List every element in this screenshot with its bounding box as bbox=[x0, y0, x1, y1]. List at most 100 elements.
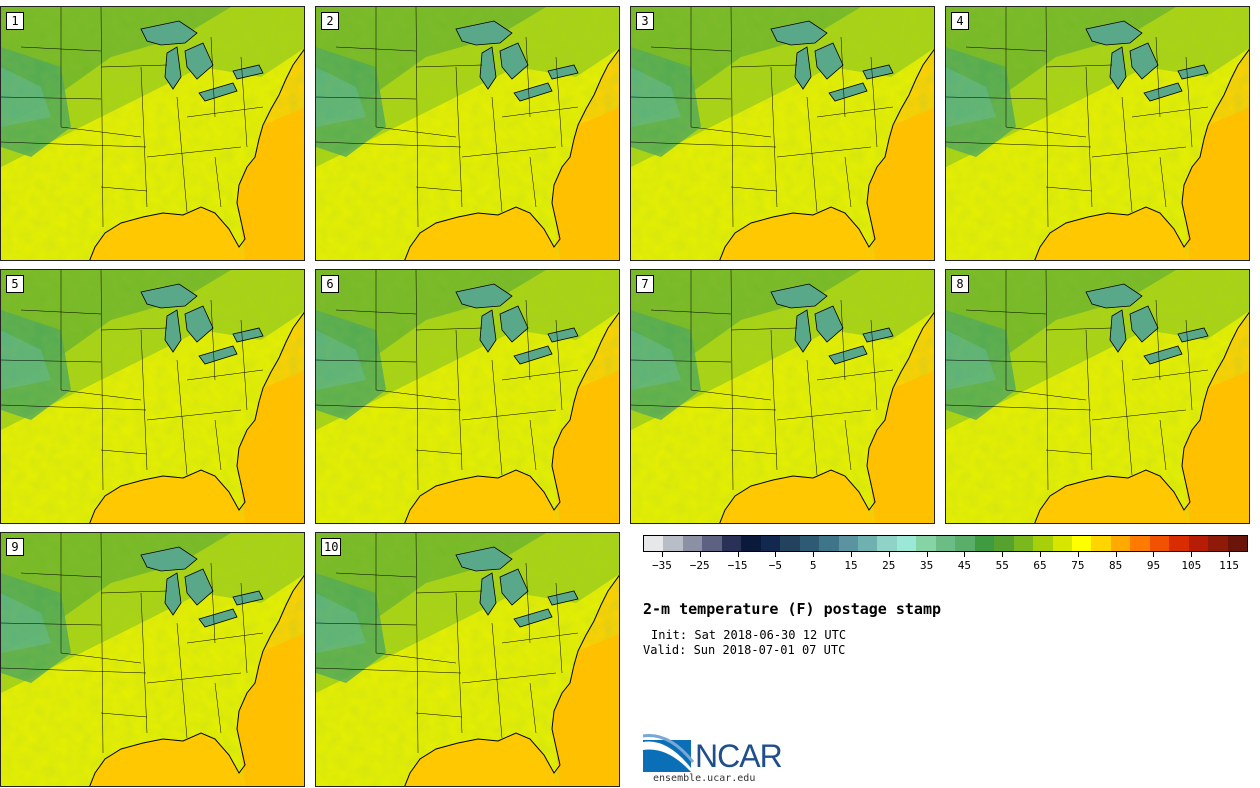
colorbar-swatch bbox=[994, 536, 1014, 551]
init-time: Init: Sat 2018-06-30 12 UTC bbox=[651, 628, 847, 642]
colorbar-swatch bbox=[682, 536, 703, 551]
temperature-map bbox=[631, 7, 934, 260]
map-panel-2: 2 bbox=[315, 6, 620, 261]
panel-number: 5 bbox=[6, 275, 24, 293]
colorbar-tick-label: 25 bbox=[882, 559, 896, 572]
colorbar-ticks: −35 −25 −15 −5 5 15 25 35 45 55 65 75 85 95 105 115 bbox=[643, 552, 1248, 572]
colorbar-swatch bbox=[916, 536, 936, 551]
colorbar-swatch bbox=[799, 536, 820, 551]
map-panel-3: 3 bbox=[630, 6, 935, 261]
colorbar-tick bbox=[1002, 552, 1004, 557]
temperature-map bbox=[1, 270, 304, 523]
colorbar-tick-label: 115 bbox=[1219, 559, 1240, 572]
logo-text: NCAR bbox=[695, 738, 783, 774]
temperature-map bbox=[316, 7, 619, 260]
colorbar-swatch bbox=[819, 536, 839, 551]
temperature-map bbox=[316, 533, 619, 786]
colorbar-swatch bbox=[1052, 536, 1072, 551]
colorbar-swatch bbox=[974, 536, 995, 551]
ncar-swoosh-icon bbox=[643, 734, 695, 772]
colorbar-tick bbox=[737, 552, 739, 557]
map-panel-7: 7 bbox=[630, 269, 935, 524]
colorbar-swatch bbox=[780, 536, 800, 551]
colorbar-swatch bbox=[877, 536, 897, 551]
colorbar-tick bbox=[850, 552, 852, 557]
chart-title: 2-m temperature (F) postage stamp bbox=[643, 600, 942, 618]
colorbar-swatch bbox=[1013, 536, 1034, 551]
colorbar-swatch bbox=[1188, 536, 1209, 551]
panel-number: 10 bbox=[321, 538, 342, 556]
colorbar-swatch bbox=[1208, 536, 1228, 551]
colorbar-tick bbox=[1191, 552, 1193, 557]
colorbar-swatch bbox=[1169, 536, 1189, 551]
colorbar-tick bbox=[1077, 552, 1079, 557]
ncar-logo: NCAR bbox=[643, 732, 793, 776]
colorbar-tick-label: 55 bbox=[995, 559, 1009, 572]
temperature-map bbox=[631, 270, 934, 523]
colorbar-swatch bbox=[896, 536, 917, 551]
colorbar-tick-label: 75 bbox=[1071, 559, 1085, 572]
panel-number: 8 bbox=[951, 275, 969, 293]
colorbar-tick bbox=[775, 552, 777, 557]
colorbar-swatch bbox=[1149, 536, 1170, 551]
colorbar-swatch bbox=[1110, 536, 1131, 551]
panel-number: 6 bbox=[321, 275, 339, 293]
colorbar-tick-label: 5 bbox=[809, 559, 817, 572]
colorbar-tick bbox=[1153, 552, 1155, 557]
colorbar-swatch bbox=[935, 536, 956, 551]
colorbar-swatch bbox=[1033, 536, 1053, 551]
colorbar-tick-label: −25 bbox=[689, 559, 710, 572]
colorbar-tick bbox=[699, 552, 701, 557]
temperature-map bbox=[946, 270, 1249, 523]
colorbar-tick-label: 95 bbox=[1146, 559, 1161, 572]
colorbar-swatch bbox=[1091, 536, 1111, 551]
colorbar-swatch bbox=[838, 536, 858, 551]
colorbar-tick-label: 85 bbox=[1109, 559, 1123, 572]
map-panel-4: 4 bbox=[945, 6, 1250, 261]
logo-url: ensemble.ucar.edu bbox=[653, 773, 756, 784]
panel-number: 4 bbox=[951, 12, 969, 30]
valid-time: Valid: Sun 2018-07-01 07 UTC bbox=[643, 643, 846, 657]
colorbar-tick-label: −35 bbox=[651, 559, 672, 572]
panel-number: 9 bbox=[6, 538, 24, 556]
map-panel-9: 9 bbox=[0, 532, 305, 787]
temperature-colorbar bbox=[643, 535, 1248, 552]
map-panel-1: 1 bbox=[0, 6, 305, 261]
colorbar-swatch bbox=[1130, 536, 1150, 551]
colorbar-tick-label: 15 bbox=[844, 559, 858, 572]
colorbar-swatch bbox=[955, 536, 975, 551]
colorbar-swatch bbox=[644, 536, 664, 551]
temperature-map bbox=[946, 7, 1249, 260]
colorbar-swatch bbox=[1071, 536, 1092, 551]
temperature-map bbox=[1, 533, 304, 786]
colorbar-tick bbox=[888, 552, 890, 557]
colorbar-swatch bbox=[721, 536, 742, 551]
map-panel-8: 8 bbox=[945, 269, 1250, 524]
colorbar-swatch bbox=[702, 536, 722, 551]
colorbar-tick-label: 35 bbox=[919, 559, 934, 572]
colorbar-swatch bbox=[760, 536, 781, 551]
colorbar-tick bbox=[813, 552, 815, 557]
map-panel-5: 5 bbox=[0, 269, 305, 524]
colorbar-tick bbox=[661, 552, 663, 557]
panel-number: 2 bbox=[321, 12, 339, 30]
colorbar-tick bbox=[964, 552, 966, 557]
panel-number: 7 bbox=[636, 275, 654, 293]
map-panel-10: 10 bbox=[315, 532, 620, 787]
colorbar-tick bbox=[1115, 552, 1117, 557]
colorbar-swatch bbox=[741, 536, 761, 551]
colorbar-swatch bbox=[857, 536, 878, 551]
temperature-map bbox=[316, 270, 619, 523]
colorbar-tick-label: 105 bbox=[1181, 559, 1202, 572]
colorbar-tick-label: −15 bbox=[727, 559, 748, 572]
colorbar-tick bbox=[926, 552, 928, 557]
colorbar-swatch bbox=[1227, 536, 1248, 551]
panel-number: 3 bbox=[636, 12, 654, 30]
colorbar-tick bbox=[1229, 552, 1231, 557]
temperature-map bbox=[1, 7, 304, 260]
colorbar-tick-label: −5 bbox=[768, 559, 782, 572]
colorbar-tick-label: 65 bbox=[1033, 559, 1047, 572]
colorbar-swatch bbox=[663, 536, 683, 551]
panel-number: 1 bbox=[6, 12, 24, 30]
map-panel-6: 6 bbox=[315, 269, 620, 524]
